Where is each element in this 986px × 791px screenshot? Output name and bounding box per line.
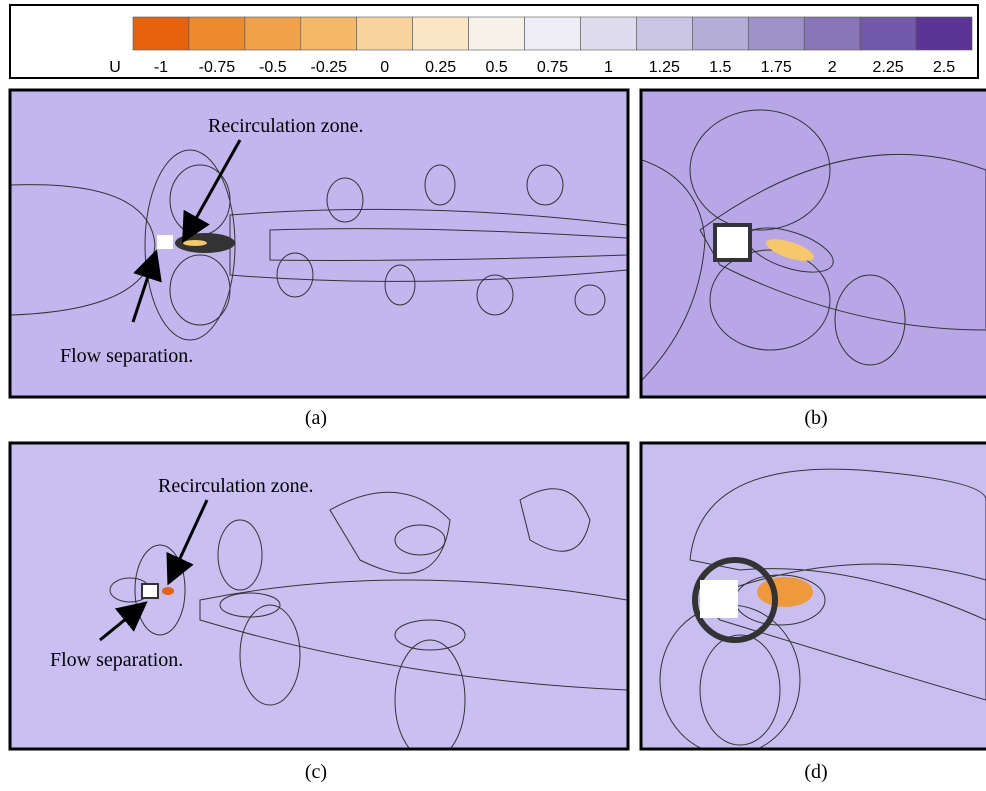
colorbar-label: U [109,59,121,76]
colorbar-tick-label: 0.75 [537,59,568,76]
colorbar-tick-label: -0.25 [311,59,348,76]
annotation: Recirculation zone. [158,475,314,497]
colorbar-tick-label: 0.5 [485,59,507,76]
colorbar-swatch [525,17,581,50]
colorbar-swatch [413,17,469,50]
panel-d-plot [642,444,986,755]
caption: (a) [305,407,327,429]
figure: U -1 -0.75 -0.5 -0.25 0 0.25 0.5 0.75 1 1.25 1.5 1.… [0,0,986,791]
colorbar-tick-label: 2.5 [933,59,955,76]
colorbar-tick-label: 0 [380,59,389,76]
colorbar-tick-label: -0.75 [199,59,236,76]
colorbar-swatch [301,17,357,50]
colorbar-swatch [636,17,692,50]
panel-c-plot [11,444,627,760]
colorbar-tick-label: 1 [604,59,613,76]
colorbar-swatch [357,17,413,50]
colorbar-tick-label: 1.5 [709,59,731,76]
colorbar-swatch [469,17,525,50]
colorbar-tick-label: 1.25 [649,59,680,76]
caption: (c) [305,761,327,783]
caption: (d) [804,761,827,783]
colorbar-tick-label: -0.5 [259,59,287,76]
colorbar-swatch [692,17,748,50]
colorbar-swatch [916,17,972,50]
panel-b-plot [642,91,986,396]
colorbar-swatch [580,17,636,50]
colorbar-swatch [189,17,245,50]
annotation: Flow separation. [50,649,183,671]
colorbar-tick-label: -1 [154,59,168,76]
page: U -1 -0.75 -0.5 -0.25 0 0.25 0.5 0.75 1 1.25 1.5 1.… [0,0,986,791]
caption: (b) [804,407,827,429]
colorbar-swatch [133,17,189,50]
annotation: Recirculation zone. [208,115,364,137]
colorbar-tick-label: 2 [828,59,837,76]
annotation: Flow separation. [60,345,193,367]
colorbar-swatch [804,17,860,50]
colorbar-tick-label: 2.25 [873,59,904,76]
colorbar-swatch [860,17,916,50]
colorbar-tick-label: 0.25 [425,59,456,76]
colorbar-swatch [245,17,301,50]
colorbar-tick-label: 1.75 [761,59,792,76]
colorbar-swatch [748,17,804,50]
